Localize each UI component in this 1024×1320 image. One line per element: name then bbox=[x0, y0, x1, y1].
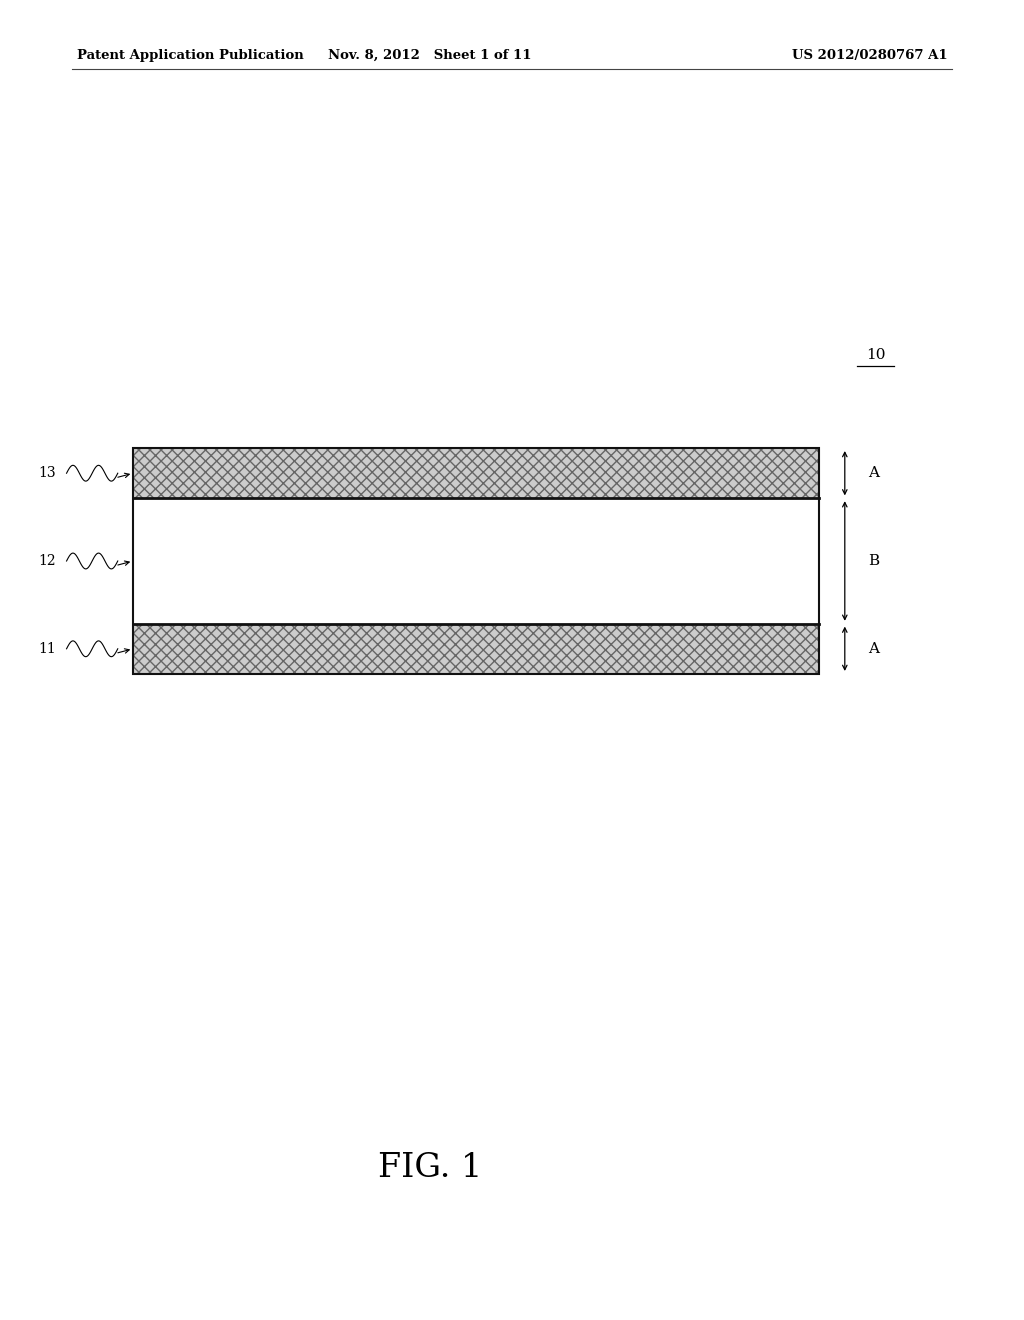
Text: 11: 11 bbox=[39, 642, 56, 656]
Bar bbox=[133, 624, 819, 675]
Text: Nov. 8, 2012   Sheet 1 of 11: Nov. 8, 2012 Sheet 1 of 11 bbox=[329, 49, 531, 62]
Bar bbox=[133, 449, 819, 675]
Text: B: B bbox=[868, 554, 880, 568]
Text: 13: 13 bbox=[39, 466, 56, 480]
Bar bbox=[133, 449, 819, 499]
Text: A: A bbox=[868, 466, 880, 480]
Text: FIG. 1: FIG. 1 bbox=[378, 1152, 482, 1184]
Bar bbox=[133, 499, 819, 624]
Bar bbox=[133, 624, 819, 675]
Text: A: A bbox=[868, 642, 880, 656]
Text: Patent Application Publication: Patent Application Publication bbox=[77, 49, 303, 62]
Text: 12: 12 bbox=[39, 554, 56, 568]
Text: 10: 10 bbox=[865, 348, 886, 362]
Bar bbox=[133, 449, 819, 499]
Text: US 2012/0280767 A1: US 2012/0280767 A1 bbox=[792, 49, 947, 62]
